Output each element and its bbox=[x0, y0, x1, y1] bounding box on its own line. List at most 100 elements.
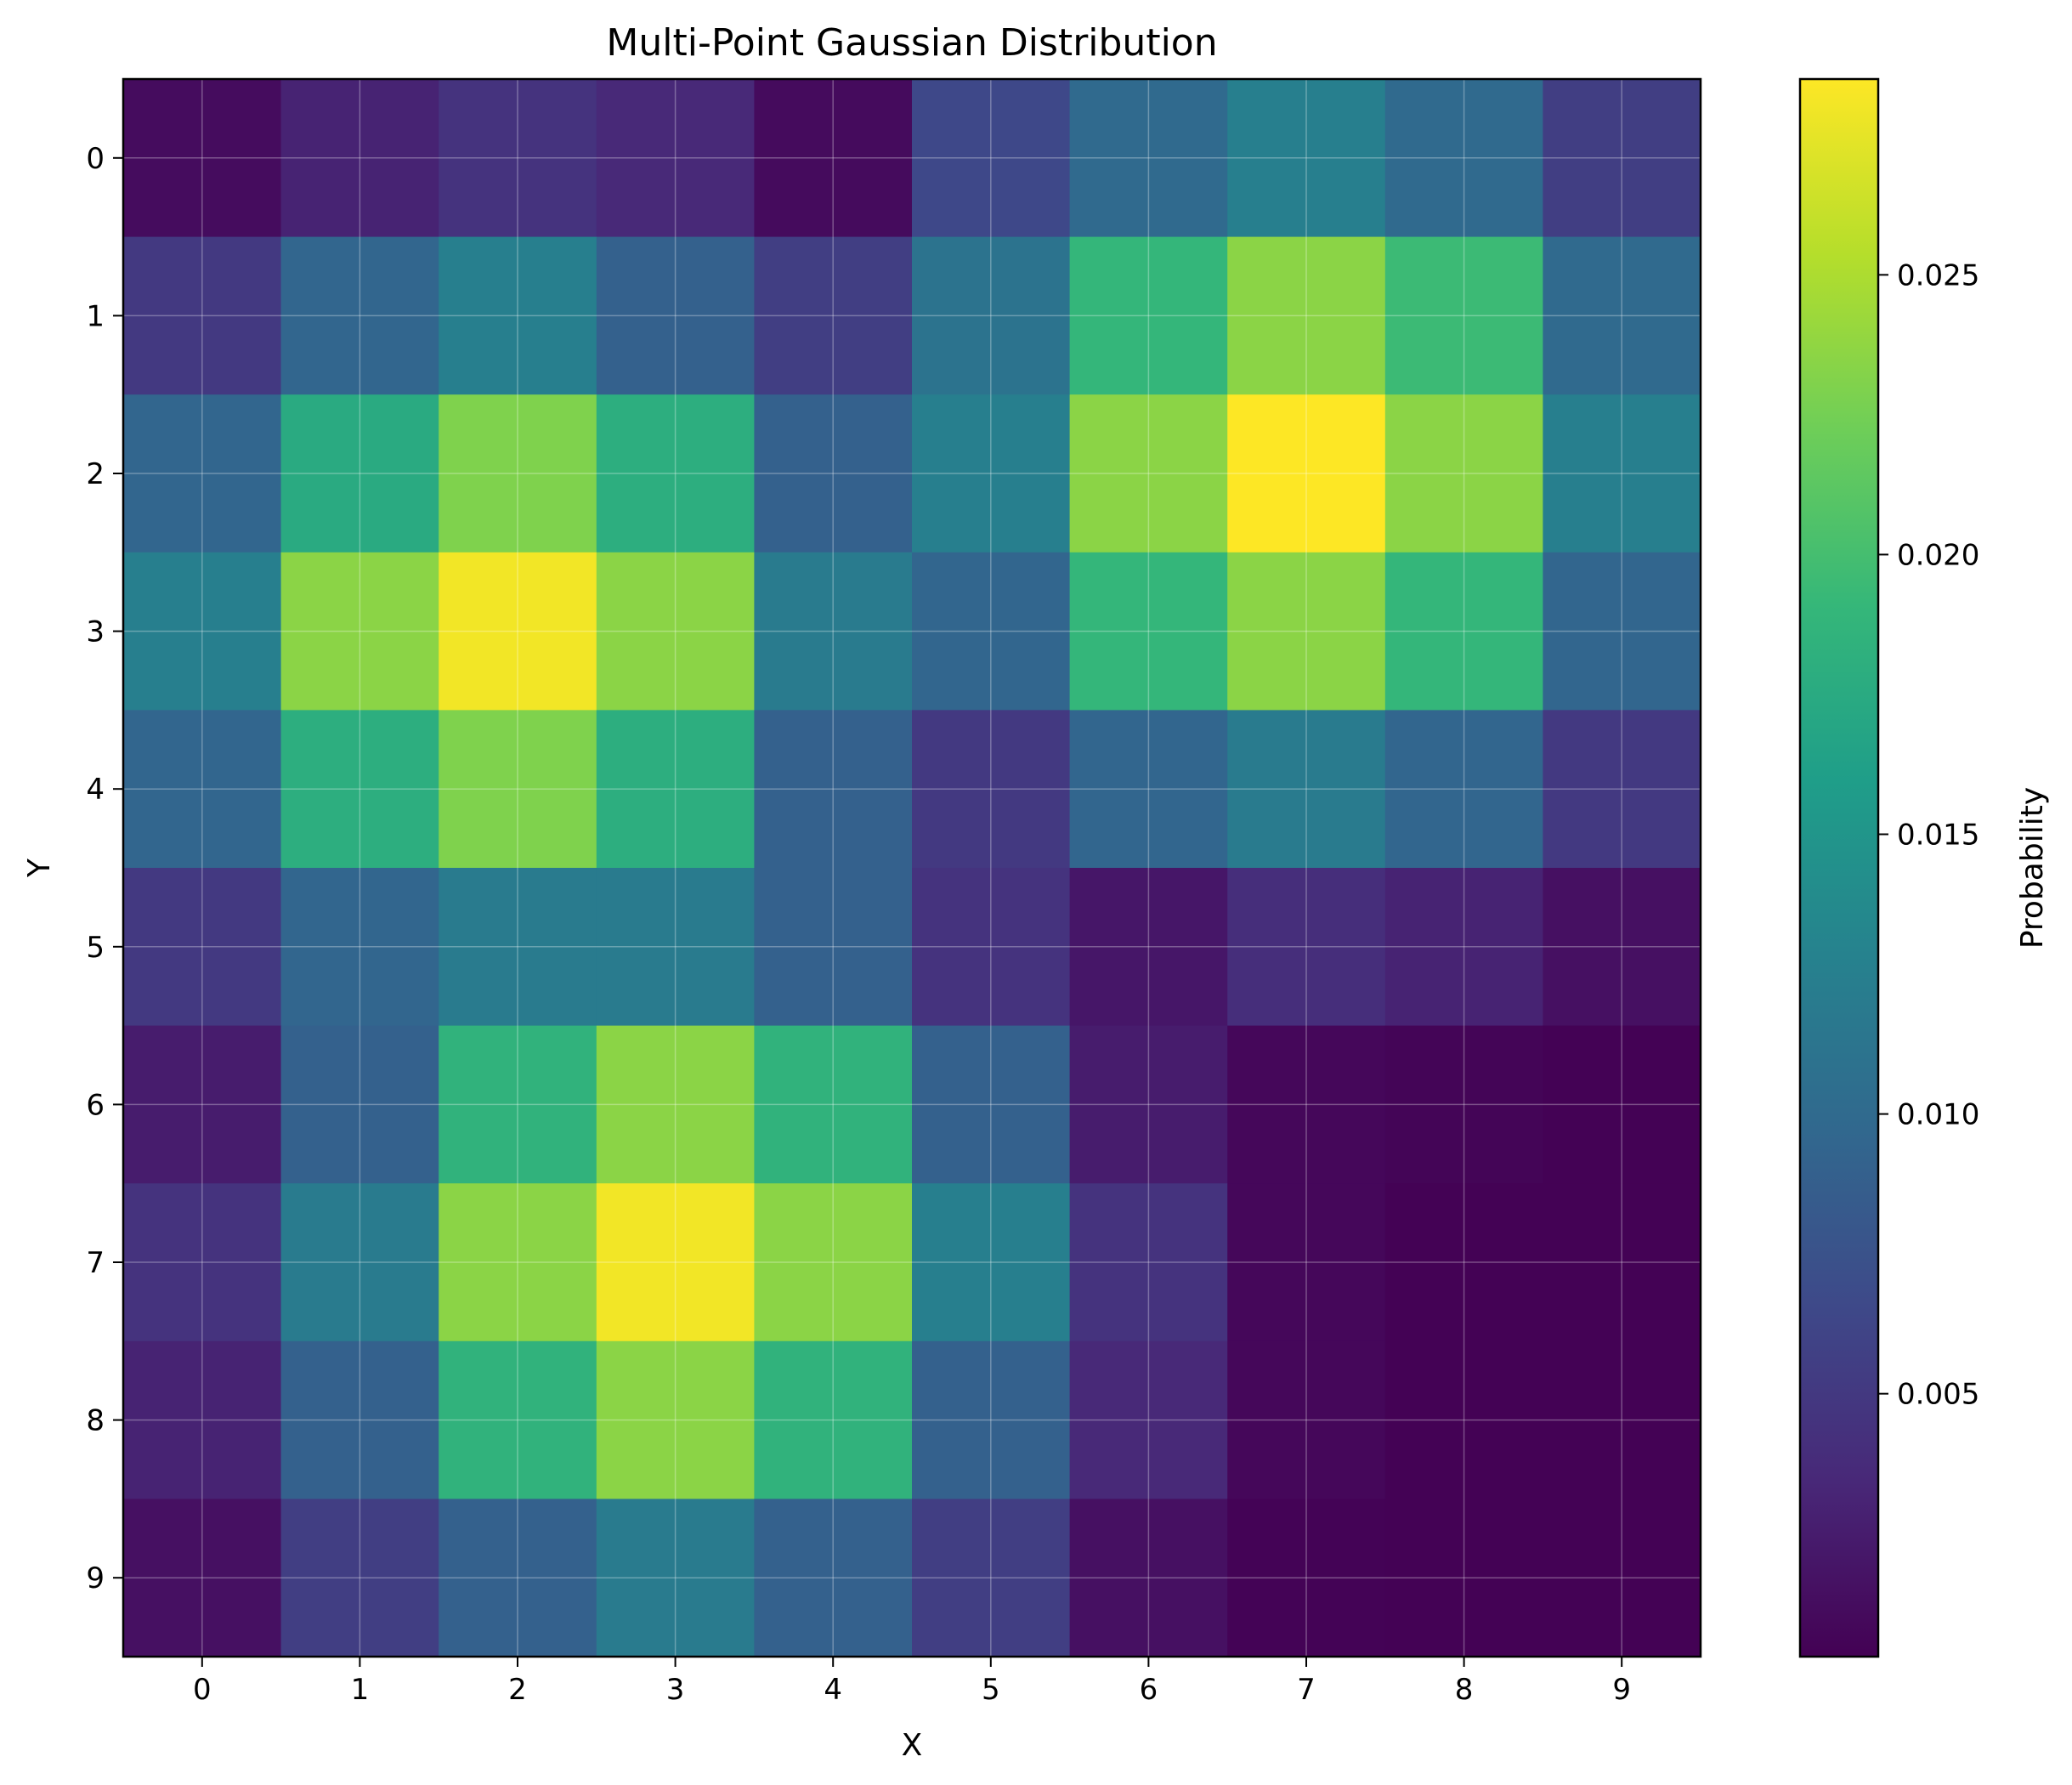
heatmap-cell bbox=[754, 868, 913, 1027]
heatmap-cell bbox=[596, 79, 755, 238]
heatmap-cell bbox=[596, 394, 755, 553]
heatmap-cell bbox=[1543, 552, 1701, 711]
heatmap-cell bbox=[123, 1340, 282, 1499]
heatmap-cell bbox=[1227, 394, 1386, 553]
heatmap-cell bbox=[1384, 1183, 1543, 1342]
heatmap-cell bbox=[754, 236, 913, 395]
x-tick-label: 8 bbox=[1455, 1673, 1474, 1707]
colorbar-tick-label: 0.005 bbox=[1897, 1378, 1979, 1412]
heatmap-cell bbox=[912, 236, 1071, 395]
heatmap-cell bbox=[596, 552, 755, 711]
colorbar-tick-label: 0.010 bbox=[1897, 1098, 1979, 1132]
colorbar-ticks: 0.005 0.010 0.015 0.020 0.025 bbox=[1878, 258, 1979, 1412]
heatmap-cell bbox=[596, 1025, 755, 1184]
heatmap-cell bbox=[439, 710, 597, 869]
heatmap-cell bbox=[912, 552, 1071, 711]
heatmap-cell bbox=[1384, 868, 1543, 1027]
heatmap-cell bbox=[1384, 710, 1543, 869]
x-tick-label: 5 bbox=[982, 1673, 1000, 1707]
heatmap-cell bbox=[1069, 1183, 1228, 1342]
heatmap-cell bbox=[1069, 1025, 1228, 1184]
heatmap-cell bbox=[1227, 552, 1386, 711]
heatmap-cell bbox=[1543, 1340, 1701, 1499]
x-tick-label: 0 bbox=[193, 1673, 212, 1707]
x-axis-ticks: 0 1 2 3 4 5 6 7 8 9 bbox=[193, 1657, 1631, 1707]
y-tick-label: 5 bbox=[86, 931, 105, 965]
y-axis-ticks: 0 1 2 3 4 5 6 7 8 9 bbox=[86, 142, 123, 1595]
x-tick-label: 3 bbox=[666, 1673, 685, 1707]
heatmap-cell bbox=[1227, 868, 1386, 1027]
heatmap-cell bbox=[1384, 552, 1543, 711]
heatmap-cell bbox=[439, 79, 597, 238]
heatmap-cell bbox=[1227, 1340, 1386, 1499]
heatmap-cell bbox=[1543, 710, 1701, 869]
x-tick-label: 1 bbox=[351, 1673, 370, 1707]
y-tick-label: 0 bbox=[86, 142, 105, 176]
x-tick-label: 2 bbox=[508, 1673, 527, 1707]
heatmap-cell bbox=[1227, 1025, 1386, 1184]
heatmap-cell bbox=[1227, 79, 1386, 238]
heatmap-cell bbox=[1543, 1499, 1701, 1658]
heatmap-cell bbox=[1543, 1183, 1701, 1342]
heatmap-cell bbox=[754, 710, 913, 869]
x-tick-label: 7 bbox=[1297, 1673, 1316, 1707]
heatmap-cell bbox=[439, 1499, 597, 1658]
colorbar-tick-label: 0.015 bbox=[1897, 819, 1979, 853]
y-tick-label: 6 bbox=[86, 1088, 105, 1122]
colorbar bbox=[1798, 77, 1880, 1658]
heatmap-cell bbox=[123, 868, 282, 1027]
heatmap-cell bbox=[1069, 1340, 1228, 1499]
heatmap-cell bbox=[754, 1499, 913, 1658]
heatmap-cell bbox=[1069, 1499, 1228, 1658]
y-tick-label: 8 bbox=[86, 1404, 105, 1438]
heatmap-cell bbox=[123, 710, 282, 869]
colorbar-label: Probability bbox=[2015, 787, 2050, 949]
heatmap-cell bbox=[1227, 1499, 1386, 1658]
heatmap-cell bbox=[1384, 1340, 1543, 1499]
x-tick-label: 9 bbox=[1612, 1673, 1631, 1707]
heatmap-cell bbox=[280, 868, 439, 1027]
heatmap-cell bbox=[439, 1340, 597, 1499]
heatmap-cell bbox=[1384, 1499, 1543, 1658]
heatmap-cell bbox=[596, 710, 755, 869]
heatmap-cell bbox=[596, 1183, 755, 1342]
heatmap-cell bbox=[123, 1499, 282, 1658]
heatmap-cell bbox=[596, 1499, 755, 1658]
heatmap-cell bbox=[912, 1025, 1071, 1184]
heatmap-cell bbox=[280, 79, 439, 238]
heatmap-cell bbox=[280, 1340, 439, 1499]
heatmap-cell bbox=[596, 1340, 755, 1499]
heatmap-cell bbox=[754, 1183, 913, 1342]
heatmap-cell bbox=[1543, 868, 1701, 1027]
heatmap-cell bbox=[280, 1025, 439, 1184]
heatmap-cell bbox=[1543, 79, 1701, 238]
heatmap-cell bbox=[1069, 552, 1228, 711]
heatmap-cell bbox=[912, 79, 1071, 238]
heatmap-cell bbox=[912, 868, 1071, 1027]
heatmap-cell bbox=[1227, 710, 1386, 869]
heatmap-cell bbox=[280, 1499, 439, 1658]
heatmap-cell bbox=[439, 1183, 597, 1342]
x-axis-label: X bbox=[902, 1728, 923, 1763]
heatmap-cell bbox=[754, 1340, 913, 1499]
heatmap-cell bbox=[1543, 394, 1701, 553]
heatmap-cell bbox=[1384, 1025, 1543, 1184]
y-tick-label: 3 bbox=[86, 615, 105, 649]
heatmap-cell bbox=[123, 1025, 282, 1184]
x-tick-label: 6 bbox=[1140, 1673, 1158, 1707]
heatmap-cell bbox=[439, 552, 597, 711]
heatmap-cell bbox=[280, 552, 439, 711]
heatmap-cell bbox=[1069, 394, 1228, 553]
heatmap-cell bbox=[596, 868, 755, 1027]
colorbar-tick-label: 0.020 bbox=[1897, 538, 1979, 572]
heatmap-cell bbox=[912, 394, 1071, 553]
heatmap-cell bbox=[123, 236, 282, 395]
heatmap-cell bbox=[1069, 710, 1228, 869]
heatmap-cell bbox=[280, 236, 439, 395]
heatmap-cell bbox=[123, 79, 282, 238]
heatmap-cell bbox=[596, 236, 755, 395]
y-axis-label: Y bbox=[22, 858, 57, 878]
heatmap-cell bbox=[280, 1183, 439, 1342]
heatmap-cell bbox=[912, 1183, 1071, 1342]
